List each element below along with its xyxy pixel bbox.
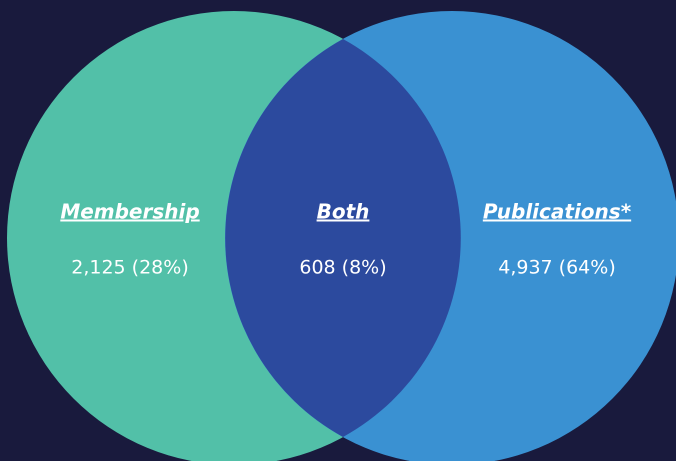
set-value: 2,125 (28%) [71,257,189,279]
set-label: Membership [60,200,199,224]
set-label: Both [317,200,370,224]
set-value: 608 (8%) [299,257,386,279]
intersection [225,39,461,437]
set-value: 4,937 (64%) [498,257,616,279]
set-label: Publications* [483,200,632,224]
